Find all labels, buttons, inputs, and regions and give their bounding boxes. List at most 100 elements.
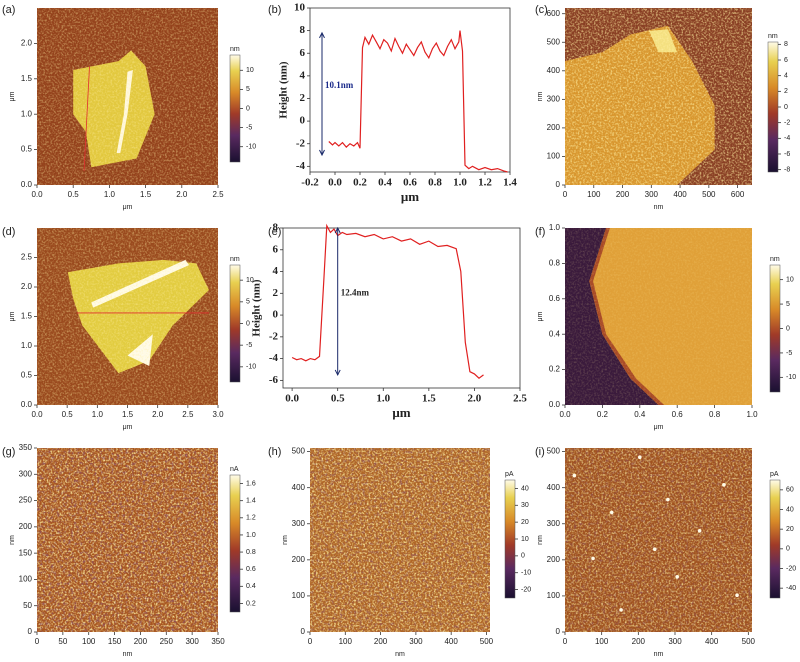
- bright-spot: [609, 510, 614, 515]
- y-tick-label: 1.5: [21, 312, 33, 321]
- colorbar-tick-label: 8: [784, 41, 788, 48]
- colorbar-tick-label: 6: [784, 57, 788, 64]
- panel-letter: (b): [268, 4, 281, 16]
- x-tick-label: 0: [563, 637, 568, 646]
- colorbar-tick-label: -10: [246, 144, 256, 151]
- x-tick-label: 350: [211, 637, 225, 646]
- colorbar-tick-label: 0: [786, 325, 790, 332]
- x-tick-label: 0.0: [31, 410, 43, 419]
- y-tick-label: 10: [294, 2, 306, 14]
- y-tick-label: 2.5: [21, 253, 33, 262]
- x-tick-label: 100: [339, 637, 353, 646]
- colorbar-label: pA: [770, 471, 779, 478]
- colorbar: [229, 54, 241, 163]
- x-tick-label: 1.0: [376, 393, 390, 405]
- x-tick-label: 1.5: [140, 190, 152, 199]
- colorbar-tick-label: 1.4: [246, 498, 256, 505]
- x-tick-label: 0.0: [328, 177, 342, 189]
- colorbar-tick-label: -20: [786, 565, 796, 572]
- texture: [565, 448, 752, 632]
- x-tick-label: 0.2: [353, 177, 367, 189]
- y-tick-label: 100: [547, 152, 561, 161]
- panel-letter: (i): [535, 446, 545, 458]
- x-tick-label: 100: [82, 637, 96, 646]
- colorbar-tick-label: -4: [784, 135, 790, 142]
- arrow-head: [319, 31, 325, 157]
- y-tick-label: 400: [547, 483, 561, 492]
- y-tick-label: 300: [547, 94, 561, 103]
- x-tick-label: 2.5: [513, 393, 527, 405]
- y-tick-label: 6: [273, 243, 279, 255]
- colorbar: [769, 479, 781, 599]
- y-tick-label: 200: [292, 555, 306, 564]
- texture: [565, 8, 752, 185]
- colorbar-label: nm: [770, 256, 780, 263]
- y-tick-label: -2: [296, 137, 306, 149]
- colorbar-tick-label: 10: [521, 536, 529, 543]
- x-axis-label: nm: [654, 204, 664, 211]
- colorbar-tick-label: -5: [246, 342, 252, 349]
- y-tick-label: 2.0: [21, 39, 33, 48]
- x-tick-label: 300: [645, 190, 659, 199]
- afm-image: [37, 228, 218, 405]
- x-tick-label: 0.0: [285, 393, 299, 405]
- bright-spot: [619, 608, 623, 612]
- y-tick-label: 0.4: [549, 329, 561, 338]
- afm-image: [565, 448, 752, 632]
- y-tick-label: 6: [300, 47, 306, 59]
- y-tick-label: 100: [292, 591, 306, 600]
- y-tick-label: 200: [19, 522, 33, 531]
- colorbar-tick-label: 0: [521, 553, 525, 560]
- colorbar-label: nm: [230, 256, 240, 263]
- bright-spot: [697, 529, 702, 533]
- panel-letter: (e): [268, 226, 281, 238]
- y-tick-label: 350: [19, 443, 33, 452]
- y-tick-label: 0: [28, 627, 33, 636]
- colorbar-tick-label: 10: [246, 277, 254, 284]
- y-tick-label: 50: [23, 601, 32, 610]
- y-tick-label: 4: [300, 69, 306, 81]
- y-tick-label: 1.0: [21, 341, 33, 350]
- bright-spot: [572, 473, 577, 478]
- x-tick-label: 300: [668, 637, 682, 646]
- x-tick-label: 600: [731, 190, 745, 199]
- colorbar-tick-label: 20: [786, 526, 794, 533]
- colorbar-tick-label: 10: [246, 67, 254, 74]
- panel-letter: (f): [535, 226, 545, 238]
- colorbar-tick-label: 10: [786, 276, 794, 283]
- y-tick-label: 200: [547, 555, 561, 564]
- y-tick-label: 0: [556, 180, 561, 189]
- y-tick-label: 1.5: [21, 74, 33, 83]
- y-tick-label: 100: [547, 591, 561, 600]
- colorbar-tick-label: -40: [786, 585, 796, 592]
- y-tick-label: 150: [19, 548, 33, 557]
- x-tick-label: 500: [702, 190, 716, 199]
- y-tick-label: 0: [273, 309, 279, 321]
- colorbar-tick-label: 0.4: [246, 583, 256, 590]
- x-tick-label: 100: [595, 637, 609, 646]
- colorbar-tick-label: 0: [246, 105, 250, 112]
- x-axis-label: μm: [123, 204, 133, 211]
- colorbar-tick-label: -5: [246, 124, 252, 131]
- x-tick-label: 2.0: [152, 410, 164, 419]
- profile-line: [291, 223, 484, 379]
- bright-spot: [638, 455, 642, 460]
- x-tick-label: 1.0: [92, 410, 104, 419]
- x-tick-label: 300: [185, 637, 199, 646]
- x-tick-label: 0.4: [378, 177, 392, 189]
- profile-line: [83, 66, 90, 171]
- colorbar-label: nm: [768, 33, 778, 40]
- x-tick-label: 0.8: [428, 177, 442, 189]
- y-tick-label: 300: [292, 519, 306, 528]
- x-tick-label: 400: [444, 637, 458, 646]
- y-tick-label: 500: [547, 447, 561, 456]
- y-axis-label: μm: [537, 311, 544, 321]
- afm-image: [565, 228, 752, 405]
- x-tick-label: 2.5: [212, 190, 224, 199]
- texture: [37, 448, 218, 632]
- colorbar-tick-label: -10: [246, 364, 256, 371]
- colorbar-tick-label: 0: [246, 320, 250, 327]
- y-tick-label: 0.5: [21, 145, 33, 154]
